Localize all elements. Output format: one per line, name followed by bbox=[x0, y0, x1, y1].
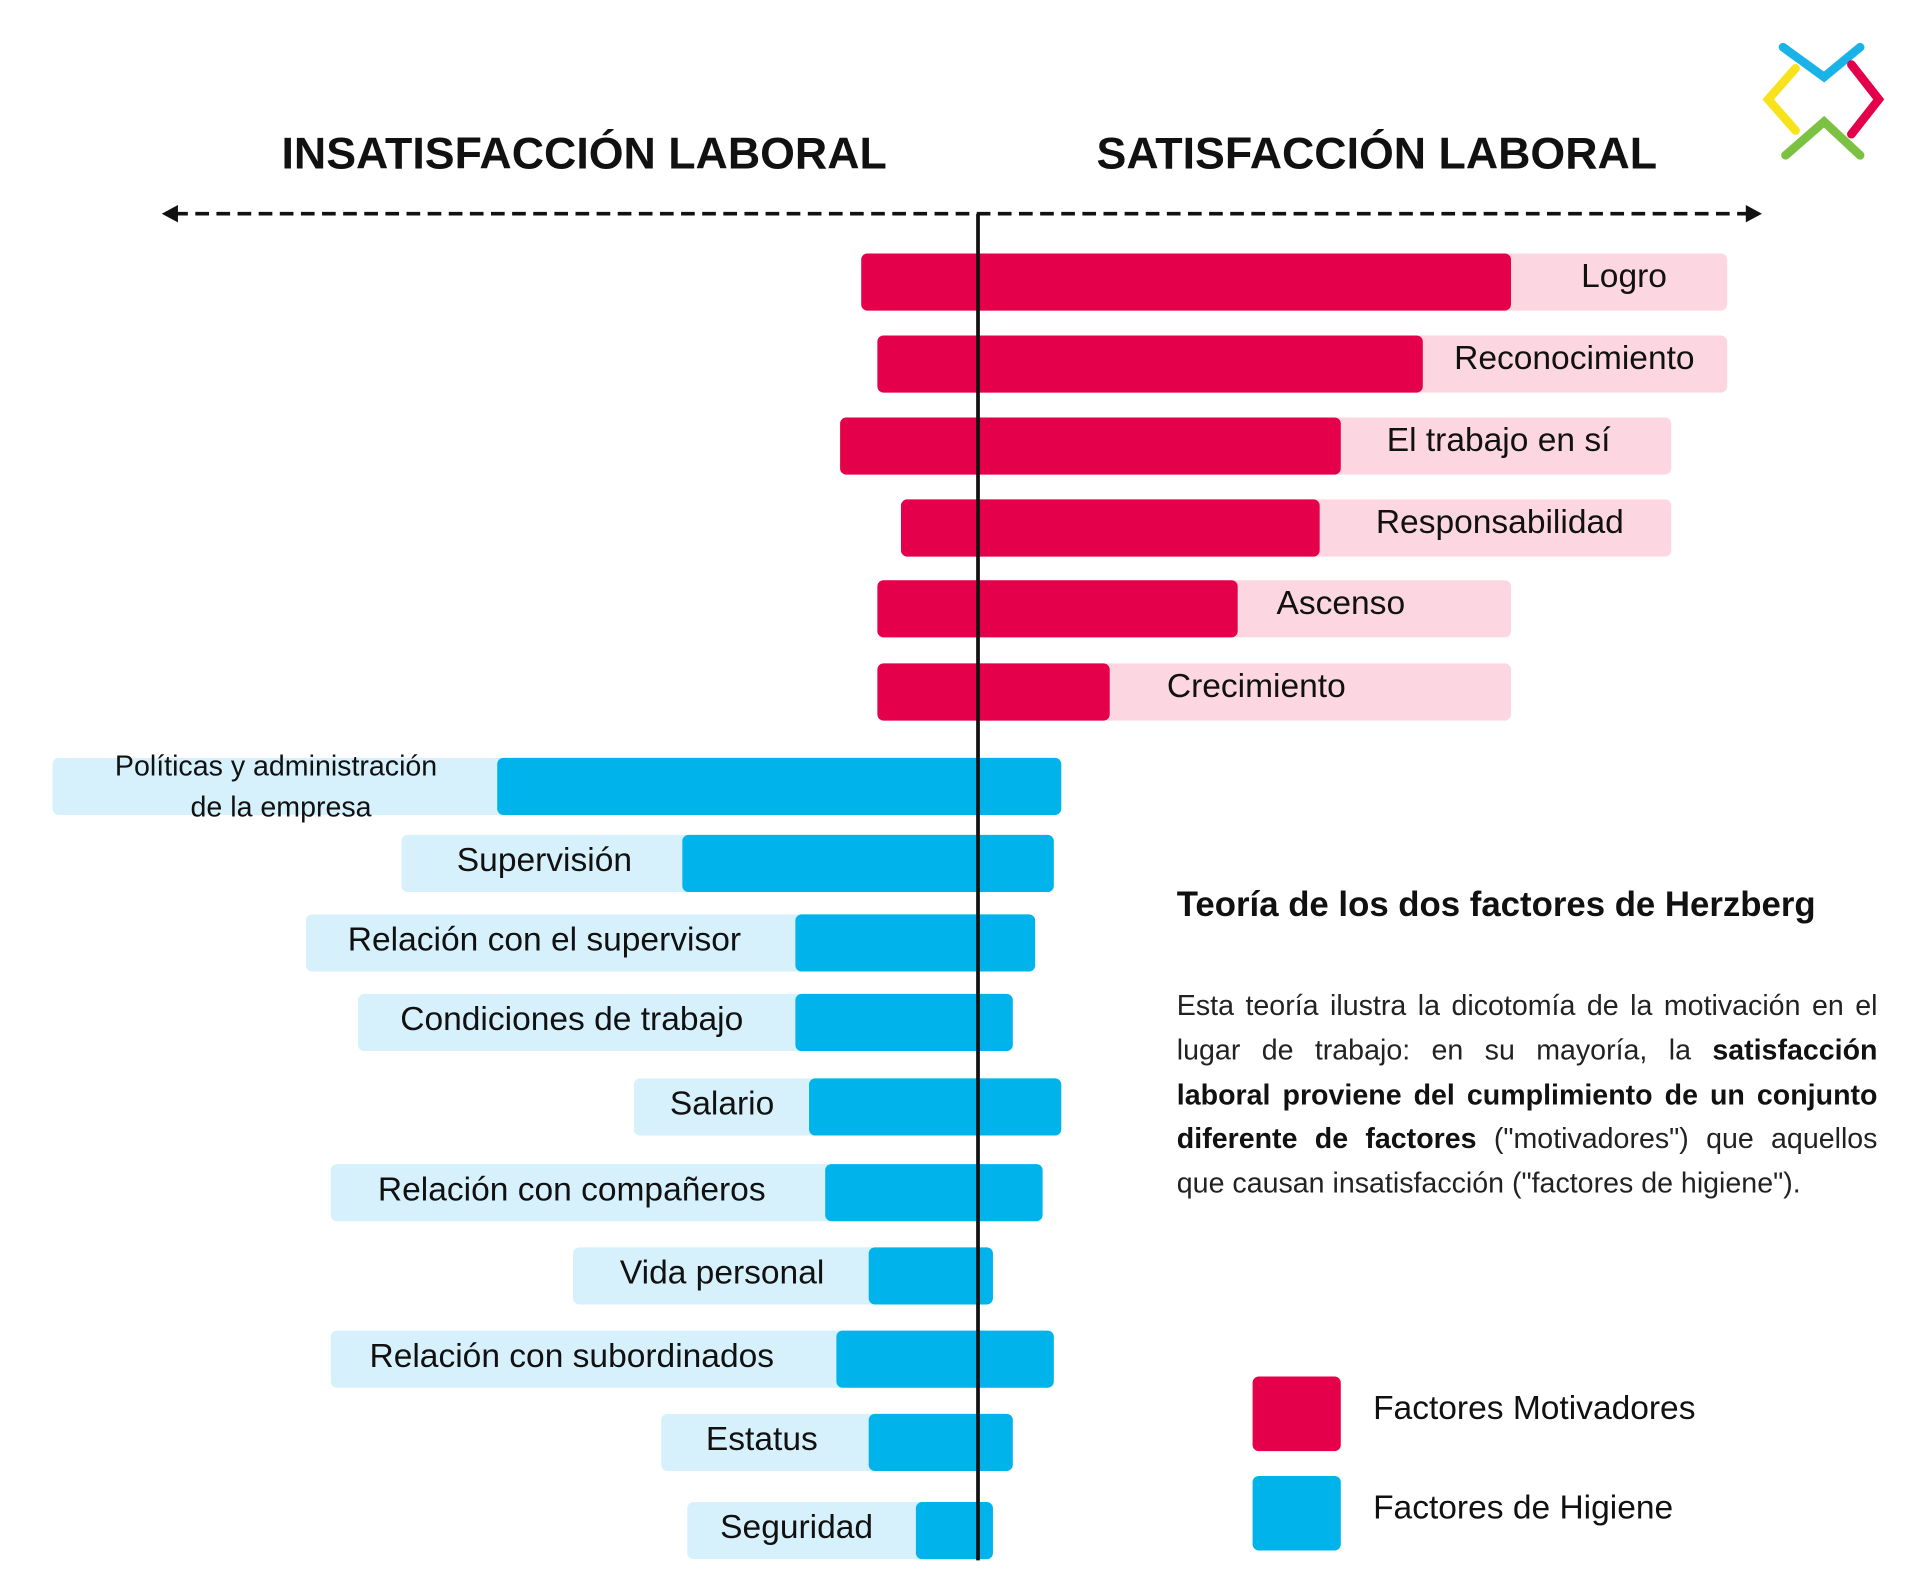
hygiene-label: Relación con subordinados bbox=[369, 1338, 774, 1375]
info-paragraph: Esta teoría ilustra la dicotomía de la m… bbox=[1177, 984, 1878, 1206]
motivator-bar bbox=[877, 335, 1423, 393]
motivator-label: Ascenso bbox=[1276, 585, 1405, 622]
hygiene-label: Estatus bbox=[706, 1421, 818, 1458]
legend-swatch bbox=[1252, 1376, 1341, 1452]
hygiene-bar bbox=[915, 1502, 993, 1560]
hygiene-bar bbox=[809, 1078, 1062, 1136]
motivator-label: Responsabilidad bbox=[1376, 504, 1624, 541]
hygiene-label: Seguridad bbox=[720, 1509, 873, 1546]
info-title: Teoría de los dos factores de Herzberg bbox=[1177, 886, 1816, 924]
hygiene-label: Condiciones de trabajo bbox=[400, 1001, 743, 1038]
hygiene-label: Supervisión bbox=[457, 842, 632, 879]
axis-arrow bbox=[161, 204, 1762, 223]
motivator-bar bbox=[861, 253, 1511, 311]
motivator-bar bbox=[900, 499, 1320, 557]
rows: Logro Reconocimiento El trabajo en sí Respo… bbox=[52, 253, 1728, 1560]
info-paragraph-box: Esta teoría ilustra la dicotomía de la m… bbox=[1177, 984, 1878, 1206]
hygiene-bar bbox=[868, 1413, 1013, 1471]
motivator-label: Reconocimiento bbox=[1454, 340, 1694, 377]
legend: Factores Motivadores Factores de Higiene bbox=[1252, 1376, 1695, 1551]
hygiene-bar bbox=[795, 993, 1013, 1052]
hygiene-bar bbox=[836, 1330, 1054, 1388]
paragraph-bold: satisfacción laboral proviene del cumpli… bbox=[1176, 1033, 1878, 1155]
hygiene-bar bbox=[825, 1164, 1043, 1222]
legend-label: Factores de Higiene bbox=[1373, 1489, 1673, 1526]
hygiene-bar bbox=[868, 1247, 993, 1305]
hygiene-bar bbox=[497, 757, 1062, 815]
right-title: SATISFACCIÓN LABORAL bbox=[1097, 128, 1658, 178]
motivator-bar bbox=[877, 580, 1238, 638]
motivator-label: Logro bbox=[1581, 258, 1667, 295]
hygiene-label: Vida personal bbox=[620, 1255, 824, 1292]
motivator-label: Crecimiento bbox=[1167, 668, 1346, 705]
hygiene-label: de la empresa bbox=[191, 791, 372, 823]
motivator-bar bbox=[877, 663, 1110, 721]
legend-swatch bbox=[1252, 1475, 1341, 1551]
hygiene-label: Relación con el supervisor bbox=[348, 922, 741, 959]
paragraph-text: ("motivadores") que aquellos que causan … bbox=[1176, 1122, 1878, 1200]
motivator-label: El trabajo en sí bbox=[1387, 422, 1611, 459]
legend-label: Factores Motivadores bbox=[1373, 1390, 1695, 1427]
paragraph-text: Esta teoría ilustra la dicotomía de la m… bbox=[1176, 988, 1878, 1066]
hygiene-bar bbox=[795, 914, 1036, 972]
hygiene-label: Relación con compañeros bbox=[378, 1171, 766, 1208]
motivator-bar bbox=[840, 417, 1341, 475]
logo bbox=[1762, 42, 1885, 160]
left-title: INSATISFACCIÓN LABORAL bbox=[282, 128, 887, 178]
hygiene-label: Salario bbox=[670, 1086, 774, 1123]
hygiene-label: Políticas y administración bbox=[115, 750, 437, 782]
hygiene-bar bbox=[682, 834, 1054, 893]
